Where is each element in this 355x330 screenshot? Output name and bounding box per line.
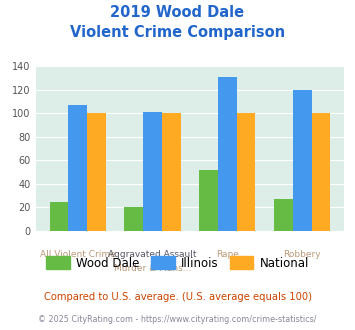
Bar [50, 202, 68, 231]
Text: Murder & Mans...: Murder & Mans... [114, 264, 191, 273]
Bar [218, 77, 237, 231]
Bar [274, 199, 293, 231]
Text: Rape: Rape [216, 250, 239, 259]
Text: 2019 Wood Dale: 2019 Wood Dale [110, 5, 245, 20]
Bar [143, 112, 162, 231]
Text: Robbery: Robbery [283, 250, 321, 259]
Bar [87, 113, 106, 231]
Legend: Wood Dale, Illinois, National: Wood Dale, Illinois, National [42, 252, 313, 275]
Text: Aggravated Assault: Aggravated Assault [108, 250, 197, 259]
Text: © 2025 CityRating.com - https://www.cityrating.com/crime-statistics/: © 2025 CityRating.com - https://www.city… [38, 315, 317, 324]
Bar [124, 208, 143, 231]
Text: Violent Crime Comparison: Violent Crime Comparison [70, 25, 285, 40]
Text: All Violent Crime: All Violent Crime [40, 250, 115, 259]
Bar [293, 89, 312, 231]
Bar [68, 105, 87, 231]
Text: Compared to U.S. average. (U.S. average equals 100): Compared to U.S. average. (U.S. average … [44, 292, 311, 302]
Bar [162, 113, 181, 231]
Bar [237, 113, 256, 231]
Bar [199, 170, 218, 231]
Bar [312, 113, 330, 231]
